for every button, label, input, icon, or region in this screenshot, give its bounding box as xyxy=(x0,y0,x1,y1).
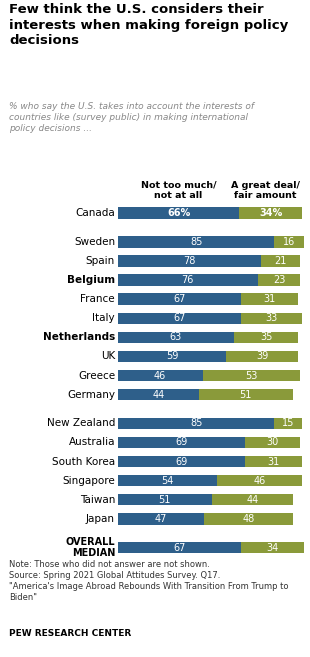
Text: 48: 48 xyxy=(242,514,255,524)
Text: 34: 34 xyxy=(266,543,279,553)
Text: 34%: 34% xyxy=(259,208,282,218)
Text: 46: 46 xyxy=(154,371,166,380)
Text: 67: 67 xyxy=(173,294,186,304)
Text: % who say the U.S. takes into account the interests of
countries like (survey pu: % who say the U.S. takes into account th… xyxy=(9,102,254,133)
Bar xyxy=(241,313,302,324)
Bar xyxy=(118,275,258,286)
Bar xyxy=(118,294,241,305)
Bar xyxy=(234,332,298,343)
Bar xyxy=(274,236,304,248)
Bar xyxy=(239,207,302,219)
Bar xyxy=(118,351,226,362)
Text: 33: 33 xyxy=(265,313,278,323)
Text: Note: Those who did not answer are not shown.
Source: Spring 2021 Global Attitud: Note: Those who did not answer are not s… xyxy=(9,560,289,602)
Text: 53: 53 xyxy=(245,371,258,380)
Bar xyxy=(118,542,241,553)
Text: Australia: Australia xyxy=(69,438,115,447)
Text: France: France xyxy=(80,294,115,304)
Bar xyxy=(118,313,241,324)
Text: Italy: Italy xyxy=(92,313,115,323)
Text: 31: 31 xyxy=(267,457,280,466)
Text: Belgium: Belgium xyxy=(67,275,115,285)
Bar xyxy=(118,513,204,524)
Text: Not too much/
not at all: Not too much/ not at all xyxy=(141,181,216,200)
Text: 67: 67 xyxy=(173,313,186,323)
Text: 69: 69 xyxy=(175,438,188,447)
Bar xyxy=(118,389,199,400)
Text: 39: 39 xyxy=(256,351,268,361)
Text: UK: UK xyxy=(101,351,115,361)
Text: 31: 31 xyxy=(264,294,276,304)
Bar xyxy=(274,418,302,429)
Text: 78: 78 xyxy=(184,256,196,266)
Text: 51: 51 xyxy=(240,390,252,399)
Bar xyxy=(118,456,245,467)
Bar xyxy=(212,494,293,505)
Text: 44: 44 xyxy=(246,495,258,505)
Text: 76: 76 xyxy=(182,275,194,285)
Text: 69: 69 xyxy=(175,457,188,466)
Text: 67: 67 xyxy=(173,543,186,553)
Text: Taiwan: Taiwan xyxy=(80,495,115,505)
Text: 85: 85 xyxy=(190,237,202,247)
Bar xyxy=(118,236,274,248)
Text: 23: 23 xyxy=(273,275,285,285)
Bar xyxy=(258,275,300,286)
Bar xyxy=(204,513,293,524)
Text: Greece: Greece xyxy=(78,371,115,380)
Bar xyxy=(118,475,217,486)
Text: Sweden: Sweden xyxy=(74,237,115,247)
Text: Germany: Germany xyxy=(67,390,115,399)
Text: 21: 21 xyxy=(275,256,287,266)
Text: Few think the U.S. considers their
interests when making foreign policy
decision: Few think the U.S. considers their inter… xyxy=(9,3,289,47)
Text: 16: 16 xyxy=(283,237,295,247)
Bar xyxy=(217,475,302,486)
Bar xyxy=(118,494,212,505)
Bar xyxy=(118,437,245,448)
Text: 35: 35 xyxy=(260,332,272,342)
Bar xyxy=(118,370,202,381)
Text: 63: 63 xyxy=(170,332,182,342)
Text: 51: 51 xyxy=(159,495,171,505)
Bar xyxy=(245,456,302,467)
Text: 54: 54 xyxy=(161,476,174,486)
Text: Spain: Spain xyxy=(86,256,115,266)
Text: Japan: Japan xyxy=(86,514,115,524)
Bar xyxy=(118,207,239,219)
Text: 59: 59 xyxy=(166,351,178,361)
Bar xyxy=(226,351,298,362)
Text: 47: 47 xyxy=(155,514,167,524)
Text: 30: 30 xyxy=(266,438,279,447)
Text: Canada: Canada xyxy=(75,208,115,218)
Text: A great deal/
fair amount: A great deal/ fair amount xyxy=(231,181,300,200)
Bar xyxy=(241,294,298,305)
Text: 15: 15 xyxy=(282,419,294,428)
Text: 46: 46 xyxy=(254,476,266,486)
Bar xyxy=(202,370,300,381)
Text: 44: 44 xyxy=(152,390,164,399)
Text: 85: 85 xyxy=(190,419,202,428)
Text: 66%: 66% xyxy=(167,208,190,218)
Bar xyxy=(199,389,293,400)
Text: OVERALL
MEDIAN: OVERALL MEDIAN xyxy=(65,537,115,558)
Bar xyxy=(118,418,274,429)
Bar xyxy=(261,256,300,267)
Text: Singapore: Singapore xyxy=(62,476,115,486)
Text: New Zealand: New Zealand xyxy=(47,419,115,428)
Bar xyxy=(245,437,300,448)
Bar xyxy=(118,332,234,343)
Bar xyxy=(118,256,261,267)
Text: PEW RESEARCH CENTER: PEW RESEARCH CENTER xyxy=(9,629,131,639)
Text: Netherlands: Netherlands xyxy=(43,332,115,342)
Bar xyxy=(241,542,304,553)
Text: South Korea: South Korea xyxy=(52,457,115,466)
